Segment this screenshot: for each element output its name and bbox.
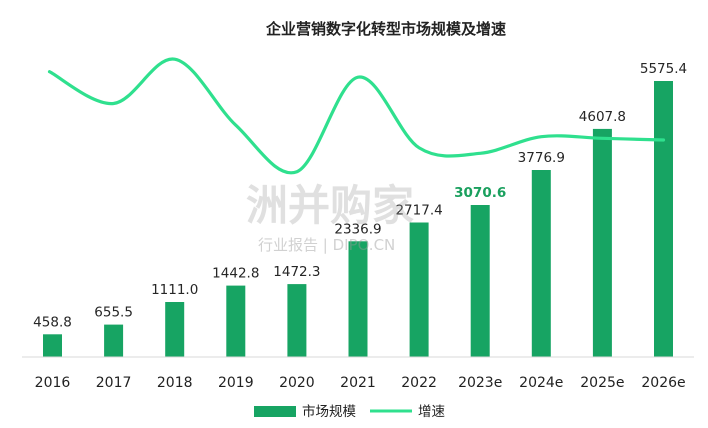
x-axis: 2016 2017 2018 2019 2020 2021 2022 2023e 2024e 20…: [22, 356, 694, 391]
data-label-2026e: 5575.4: [640, 61, 687, 77]
data-labels-layer: 458.8 655.5 1111.0 1442.8 1472.3 2336.9 2717.4…: [33, 61, 687, 330]
x-tick-label-2016: 2016: [35, 375, 71, 391]
x-tick-label-2023e: 2023e: [458, 375, 502, 391]
growth-line: [47, 57, 666, 175]
data-label-2018: 1111.0: [151, 282, 198, 298]
legend: 市场规模 增速: [254, 403, 445, 420]
bar-2024e: [531, 170, 551, 357]
bar-2019: [226, 285, 246, 357]
x-tick-label-2019: 2019: [218, 375, 254, 391]
x-tick-label-2020: 2020: [279, 375, 315, 391]
legend-swatch-market-size: [254, 406, 296, 417]
data-label-2017: 655.5: [94, 305, 133, 321]
bars-layer: [43, 81, 673, 357]
x-tick-label-2018: 2018: [157, 375, 193, 391]
data-label-2019: 1442.8: [212, 266, 259, 282]
growth-line-layer: [47, 57, 666, 175]
data-label-2021: 2336.9: [334, 221, 381, 237]
data-label-2016: 458.8: [33, 314, 72, 330]
watermark-logo-text: 洲并购家: [246, 181, 414, 230]
watermark-subtext: 行业报告 | DIPO.CN: [258, 236, 395, 254]
bar-2020: [287, 284, 307, 357]
legend-label-market-size: 市场规模: [302, 403, 356, 420]
bar-2026e: [654, 81, 673, 357]
watermark: 洲并购家 行业报告 | DIPO.CN: [246, 181, 414, 254]
data-label-2022: 2717.4: [395, 203, 442, 219]
legend-label-growth: 增速: [418, 404, 445, 420]
x-tick-label-2022: 2022: [401, 375, 437, 391]
data-label-2025e: 4607.8: [579, 109, 626, 125]
bar-2025e: [592, 128, 612, 357]
bar-2018: [165, 302, 185, 357]
data-label-2020: 1472.3: [273, 264, 320, 280]
data-label-2023e: 3070.6: [454, 185, 506, 201]
x-tick-label-2017: 2017: [96, 375, 132, 391]
x-tick-label-2021: 2021: [340, 375, 376, 391]
x-tick-label-2024e: 2024e: [519, 375, 563, 391]
bar-2022: [409, 222, 429, 357]
bar-2021: [348, 241, 368, 357]
x-tick-label-2026e: 2026e: [641, 375, 685, 391]
chart-title: 企业营销数字化转型市场规模及增速: [265, 20, 506, 38]
bar-2016: [43, 334, 62, 357]
bar-2023e: [470, 205, 490, 357]
bar-2017: [104, 324, 124, 357]
x-tick-label-2025e: 2025e: [580, 375, 624, 391]
data-label-2024e: 3776.9: [518, 150, 565, 166]
